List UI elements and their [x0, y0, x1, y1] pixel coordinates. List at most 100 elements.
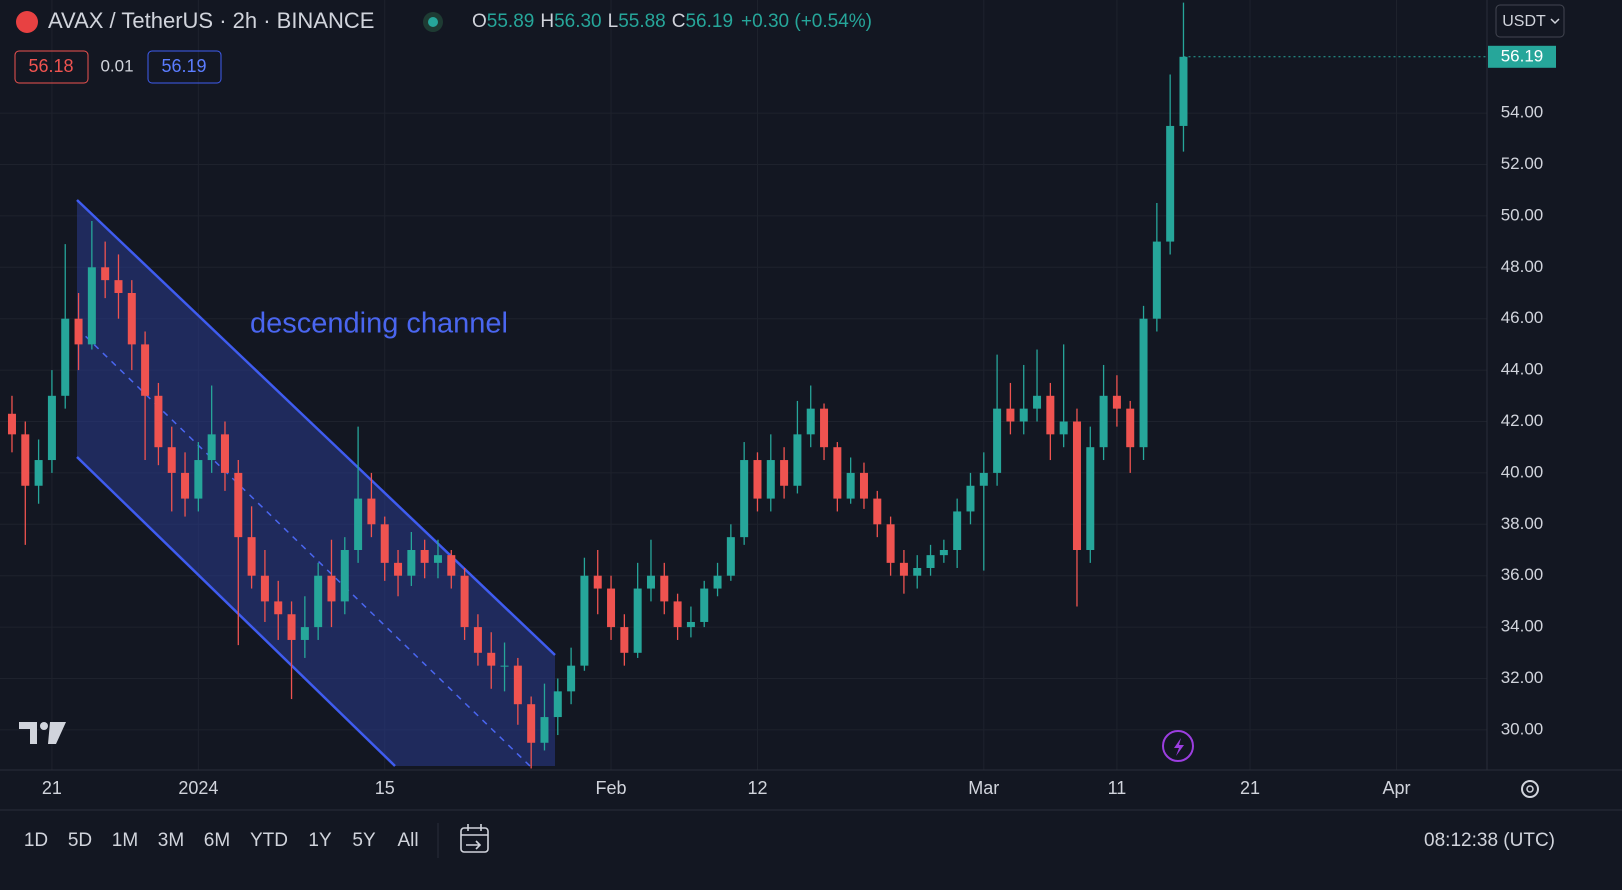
candle-body [1099, 395, 1108, 448]
candle-body [127, 292, 136, 345]
candle-body [234, 472, 243, 538]
candle-body [913, 567, 922, 576]
candle-body [274, 601, 283, 615]
event-icon[interactable] [1162, 730, 1194, 762]
range-button[interactable]: 5D [68, 830, 92, 851]
candle-body [633, 588, 642, 653]
y-tick-label: 48.00 [1501, 257, 1544, 276]
x-tick-label: Apr [1382, 778, 1410, 798]
y-tick-label: 42.00 [1501, 411, 1544, 430]
range-button[interactable]: All [397, 830, 418, 851]
candle-body [1126, 408, 1135, 448]
ohlc-key: O [472, 11, 487, 32]
status-dot [428, 17, 438, 27]
candle-body [420, 550, 429, 563]
ohlc-key: C [672, 11, 686, 32]
candle-body [1033, 395, 1042, 409]
candle-body [553, 691, 562, 718]
y-tick-label: 34.00 [1501, 617, 1544, 636]
candle-body [766, 460, 775, 499]
candle-body [780, 460, 789, 486]
candle-body [607, 588, 616, 628]
y-tick-label: 40.00 [1501, 462, 1544, 481]
range-button[interactable]: 1Y [308, 830, 332, 851]
candle-body [354, 498, 363, 550]
candle-body [167, 447, 176, 473]
candle-body [181, 472, 190, 499]
currency-caret [1550, 18, 1560, 25]
candle-body [194, 460, 203, 499]
ask-box[interactable] [147, 50, 222, 84]
candle-body [660, 575, 669, 602]
candle-body [1139, 318, 1148, 448]
candle-body [527, 704, 536, 743]
candle-body [993, 408, 1002, 473]
candle-body [673, 601, 682, 628]
candle-body [61, 318, 70, 396]
clock: 08:12:38 (UTC) [1424, 830, 1555, 851]
candle-body [473, 627, 482, 653]
candle-body [287, 614, 296, 640]
settings-icon-core [1526, 785, 1534, 793]
candle-body [314, 575, 323, 628]
candle-body [460, 575, 469, 628]
candle-body [1046, 395, 1055, 435]
candle-body [846, 472, 855, 499]
candle-body [593, 575, 602, 589]
settings-icon[interactable] [1521, 780, 1539, 798]
candle-body [1166, 125, 1175, 242]
ohlc: O55.89 H56.30 L55.88 C56.19 +0.30 (+0.54%) [472, 11, 872, 32]
candle-body [820, 408, 829, 448]
symbol: AVAX / TetherUS · 2h · BINANCE [48, 8, 374, 33]
candle-body [859, 472, 868, 499]
ohlc-value: 55.89 [487, 11, 535, 32]
candle-body [540, 717, 549, 743]
candle-body [1179, 56, 1188, 126]
channel-upper [76, 199, 556, 656]
candle-body [873, 498, 882, 525]
candle-body [726, 537, 735, 576]
candle-body [34, 460, 43, 486]
y-tick-label: 46.00 [1501, 308, 1544, 327]
ohlc-key: L [608, 11, 619, 32]
currency-button[interactable] [1495, 4, 1565, 38]
range-button[interactable]: 5Y [352, 830, 376, 851]
range-button[interactable]: 1D [24, 830, 48, 851]
candle-body [447, 555, 456, 576]
candle-body [567, 665, 576, 692]
candle-body [580, 575, 589, 666]
x-tick-label: Feb [596, 778, 627, 798]
candle-body [806, 408, 815, 435]
candle-body [74, 318, 83, 345]
symbol-icon [16, 11, 38, 33]
candle-body [367, 498, 376, 525]
y-tick-label: 36.00 [1501, 565, 1544, 584]
spread: 0.01 [100, 56, 133, 75]
candle-body [260, 575, 269, 602]
x-tick-label: Mar [968, 778, 999, 798]
x-tick-label: 21 [1240, 778, 1260, 798]
goto-date-icon[interactable] [460, 824, 489, 853]
candle-body [247, 537, 256, 576]
range-button[interactable]: 1M [112, 830, 138, 851]
x-tick-label: 11 [1108, 778, 1127, 798]
event-bolt [1174, 738, 1184, 756]
last-price-label: 56.19 [1501, 46, 1544, 65]
ask: 56.19 [161, 56, 206, 76]
candle-body [926, 555, 935, 568]
annotation: descending channel [250, 308, 508, 340]
y-tick-label: 30.00 [1501, 719, 1544, 738]
candle-body [141, 344, 150, 396]
y-tick-label: 32.00 [1501, 668, 1544, 687]
candle-body [939, 550, 948, 556]
y-tick-label: 54.00 [1501, 103, 1544, 122]
change: +0.30 (+0.54%) [741, 11, 872, 32]
x-tick-label: 12 [747, 778, 767, 798]
candle-body [753, 460, 762, 499]
candle-body [1072, 421, 1081, 550]
range-button[interactable]: 3M [158, 830, 184, 851]
bid-box[interactable] [14, 50, 89, 84]
candle-body [340, 550, 349, 602]
range-button[interactable]: 6M [204, 830, 230, 851]
range-button[interactable]: YTD [250, 830, 288, 851]
